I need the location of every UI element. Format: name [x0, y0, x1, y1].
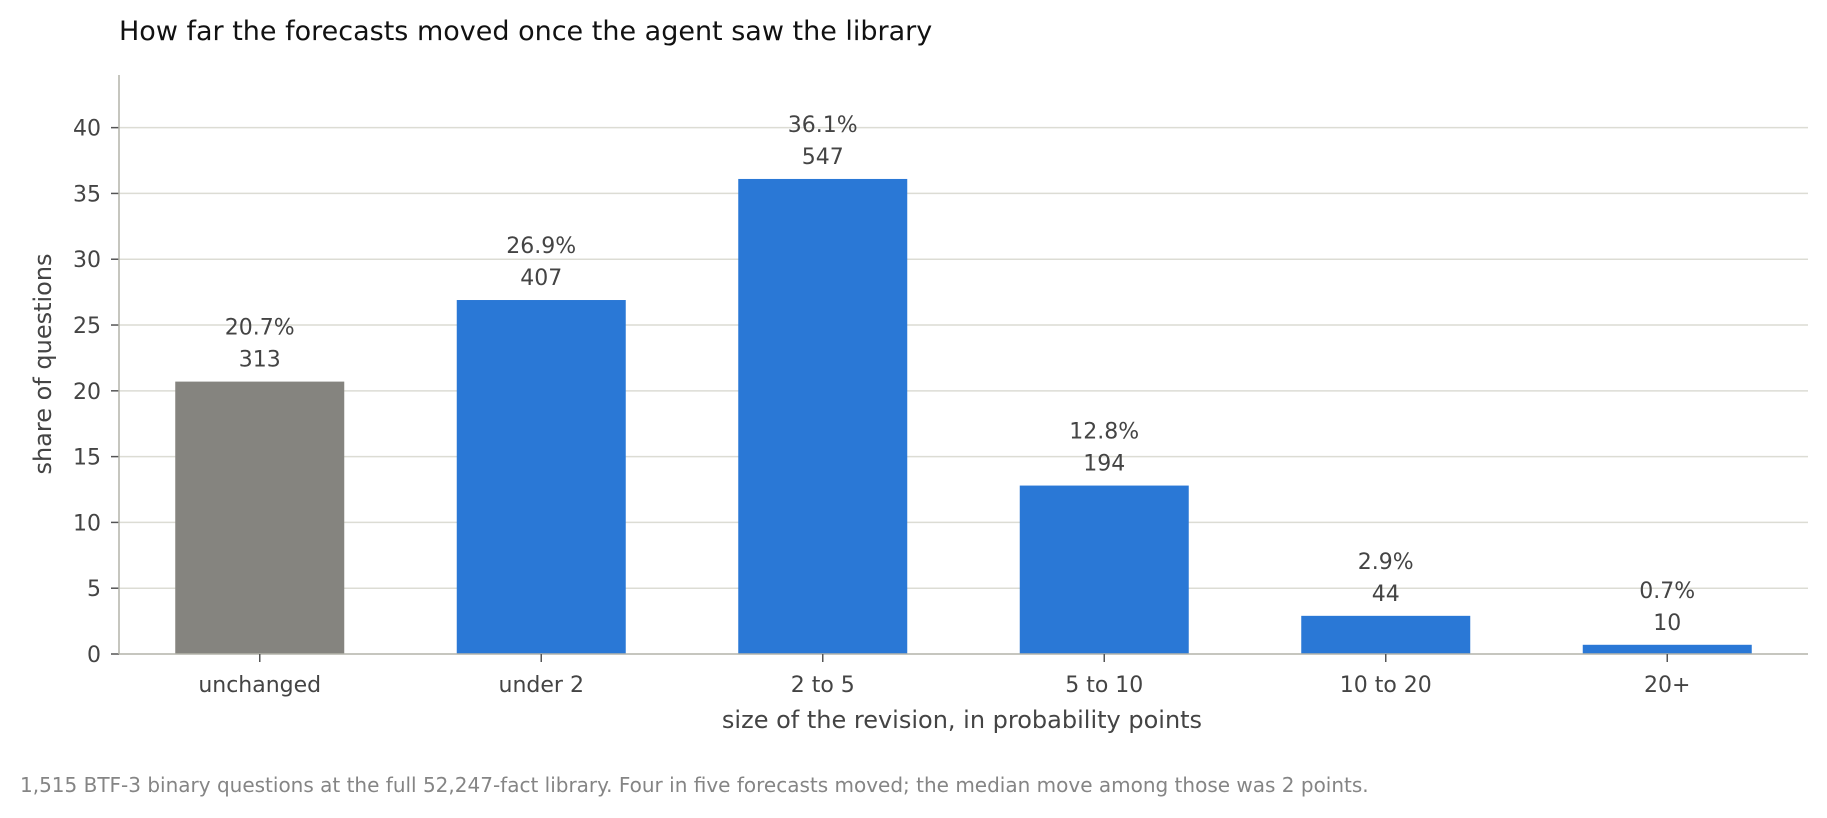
axes: 0 5 10 15 20 25 30 35 40 unchanged under 2 2 to 5 5 …	[73, 75, 1808, 698]
chart-title: How far the forecasts moved once the age…	[119, 16, 932, 47]
x-tick-label: 2 to 5	[791, 673, 855, 698]
bar	[1301, 615, 1471, 654]
bar	[175, 381, 345, 654]
percent-label: 20.7%	[225, 316, 295, 341]
chart-footnote: 1,515 BTF-3 binary questions at the full…	[20, 773, 1369, 797]
y-tick-label: 35	[73, 182, 101, 207]
x-tick-label: 5 to 10	[1065, 673, 1143, 698]
bar	[1582, 644, 1752, 654]
y-tick-label: 20	[73, 380, 101, 405]
bars	[175, 178, 1752, 654]
percent-label: 12.8%	[1069, 420, 1139, 445]
count-label: 44	[1372, 582, 1400, 607]
percent-label: 26.9%	[506, 234, 576, 259]
y-tick-label: 10	[73, 511, 101, 536]
bar	[1019, 485, 1189, 654]
y-tick-label: 40	[73, 117, 101, 142]
y-tick-label: 25	[73, 314, 101, 339]
bar	[456, 300, 626, 654]
y-axis-label: share of questions	[29, 253, 57, 474]
count-label: 547	[802, 145, 844, 170]
count-label: 313	[239, 348, 281, 373]
x-tick-label: 10 to 20	[1340, 673, 1432, 698]
y-tick-label: 30	[73, 248, 101, 273]
bar	[738, 178, 908, 654]
x-tick-label: under 2	[499, 673, 584, 698]
y-tick-label: 0	[87, 643, 101, 668]
count-label: 10	[1653, 611, 1681, 636]
gridlines	[119, 126, 1808, 589]
x-tick-label: 20+	[1644, 673, 1690, 698]
count-label: 407	[520, 266, 562, 291]
percent-label: 36.1%	[788, 113, 858, 138]
percent-label: 2.9%	[1358, 550, 1414, 575]
x-axis-label: size of the revision, in probability poi…	[722, 706, 1202, 734]
data-labels: 20.7% 313 26.9% 407 36.1% 547 12.8% 194 2.9% 44 0.…	[225, 113, 1695, 636]
percent-label: 0.7%	[1639, 579, 1695, 604]
y-tick-label: 15	[73, 446, 101, 471]
y-tick-label: 5	[87, 577, 101, 602]
count-label: 194	[1083, 452, 1125, 477]
x-tick-label: unchanged	[198, 673, 321, 698]
